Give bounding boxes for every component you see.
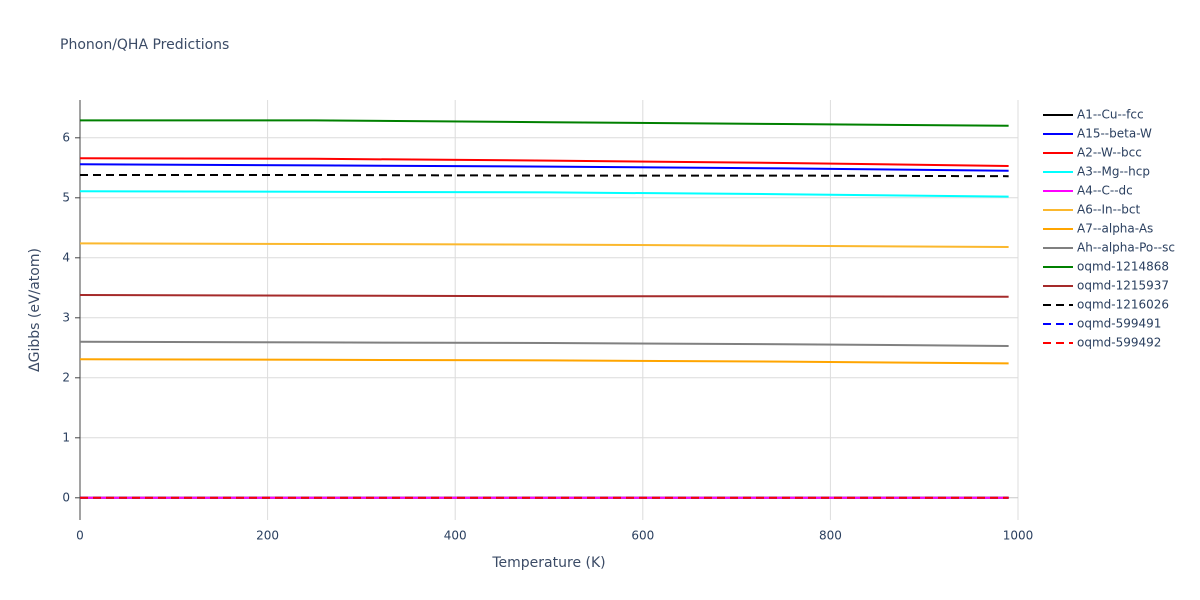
y-axis-title: ΔGibbs (eV/atom) <box>27 248 43 372</box>
legend-label: A7--alpha-As <box>1077 222 1153 236</box>
series-line <box>79 157 1009 167</box>
legend-label: oqmd-599491 <box>1077 317 1161 331</box>
series-line <box>79 190 1009 198</box>
legend-label: A15--beta-W <box>1077 127 1152 141</box>
grid: 0 200 400 600 800 1000 0 1 2 3 4 5 6 <box>62 100 1033 543</box>
chart-title: Phonon/QHA Predictions <box>60 37 229 53</box>
series-line <box>79 163 1009 172</box>
legend-label: oqmd-599492 <box>1077 336 1161 350</box>
legend-label: A1--Cu--fcc <box>1077 108 1144 122</box>
y-tick-label: 6 <box>62 130 70 144</box>
legend-label: A2--W--bcc <box>1077 146 1142 160</box>
series-line <box>79 294 1009 298</box>
legend: A1--Cu--fcc A15--beta-W A2--W--bcc A3--Mg--… <box>1043 108 1175 350</box>
y-tick-label: 0 <box>62 490 70 504</box>
legend-label: Ah--alpha-Po--sc <box>1077 241 1175 255</box>
x-tick-label: 400 <box>444 529 467 543</box>
y-tick-label: 3 <box>62 310 70 324</box>
series-line <box>80 119 1009 127</box>
legend-label: oqmd-1214868 <box>1077 260 1169 274</box>
x-tick-label: 600 <box>631 529 654 543</box>
series-line <box>79 242 1009 248</box>
series-line <box>79 358 1009 365</box>
y-tick-label: 5 <box>62 190 70 204</box>
plot-lines <box>79 119 1009 499</box>
x-tick-label: 0 <box>76 529 84 543</box>
legend-label: A4--C--dc <box>1077 184 1133 198</box>
series-line <box>80 174 1009 178</box>
y-tick-label: 1 <box>62 430 70 444</box>
legend-label: A3--Mg--hcp <box>1077 165 1150 179</box>
x-tick-label: 1000 <box>1003 529 1034 543</box>
legend-label: A6--In--bct <box>1077 203 1141 217</box>
legend-label: oqmd-1216026 <box>1077 298 1169 312</box>
x-axis-title: Temperature (K) <box>491 555 605 571</box>
legend-label: oqmd-1215937 <box>1077 279 1169 293</box>
y-tick-label: 2 <box>62 370 70 384</box>
y-tick-label: 4 <box>62 250 70 264</box>
x-tick-label: 800 <box>819 529 842 543</box>
series-line <box>79 340 1009 347</box>
x-tick-label: 200 <box>256 529 279 543</box>
